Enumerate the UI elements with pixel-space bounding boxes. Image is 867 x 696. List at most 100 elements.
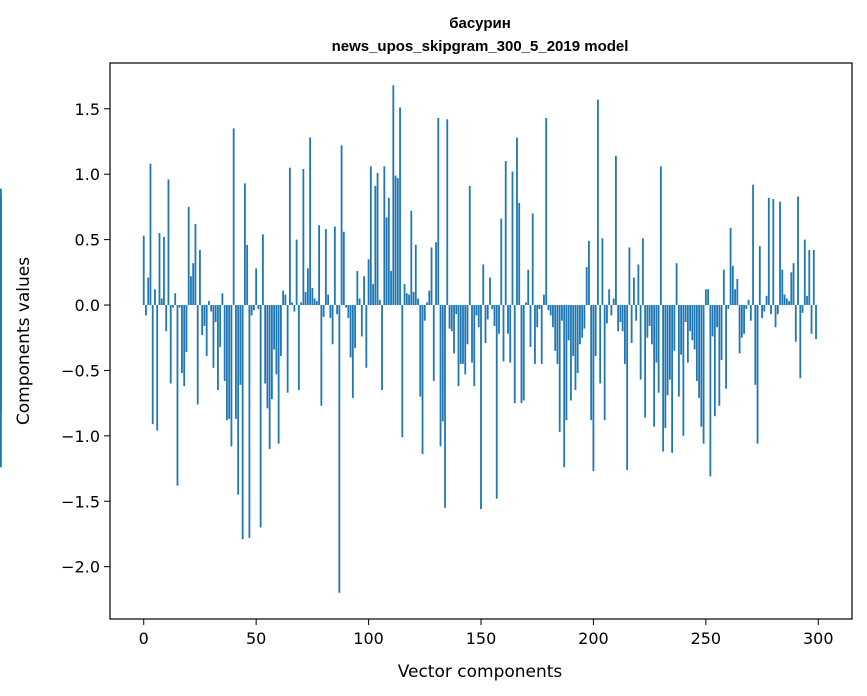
bar — [576, 305, 579, 374]
bar — [801, 305, 804, 313]
bar — [666, 305, 669, 396]
y-tick-label: −0.5 — [61, 361, 100, 380]
bar — [662, 305, 665, 452]
bar — [253, 305, 255, 311]
bar — [156, 305, 159, 431]
bar — [228, 305, 231, 419]
bar — [716, 305, 718, 328]
bar — [268, 305, 271, 449]
bar — [693, 305, 696, 350]
bar — [810, 305, 813, 334]
bar — [736, 278, 739, 306]
bar — [772, 199, 775, 306]
bar — [565, 305, 568, 421]
x-tick-label: 200 — [578, 629, 609, 648]
bar — [239, 305, 242, 385]
bar — [374, 185, 377, 306]
bar — [453, 305, 455, 354]
bar — [763, 305, 766, 312]
bar — [318, 225, 321, 306]
bar — [435, 242, 437, 306]
bar — [475, 305, 478, 316]
bar — [311, 288, 314, 306]
bar — [293, 305, 296, 312]
bar — [302, 168, 305, 306]
bar — [264, 305, 267, 384]
x-axis-label: Vector components — [398, 662, 563, 682]
bar — [217, 305, 219, 391]
bar — [387, 197, 390, 306]
bar — [378, 299, 381, 306]
bar — [0, 305, 2, 346]
bar — [262, 234, 264, 306]
bar — [702, 305, 705, 444]
bar — [0, 188, 2, 306]
bar — [145, 305, 147, 316]
bar — [342, 231, 345, 306]
bar — [214, 305, 217, 323]
bar — [549, 305, 552, 316]
bar — [788, 301, 790, 306]
bar — [761, 305, 763, 319]
x-tick-label: 250 — [691, 629, 722, 648]
y-tick-label: 0.5 — [75, 231, 100, 250]
bar — [783, 294, 786, 306]
bar — [567, 305, 570, 341]
bar — [275, 305, 278, 375]
bar — [646, 305, 649, 338]
bar — [291, 302, 294, 306]
bar — [520, 305, 523, 404]
bar — [581, 305, 584, 338]
bar — [437, 117, 440, 306]
bar — [464, 305, 467, 375]
chart-title: басурин — [449, 15, 511, 32]
bar — [729, 227, 732, 306]
bar — [322, 305, 325, 317]
bar — [779, 201, 781, 306]
bar — [806, 295, 808, 306]
bar — [401, 305, 404, 438]
bar — [547, 305, 550, 311]
bar — [417, 298, 419, 306]
bar — [471, 305, 473, 363]
bar — [423, 305, 426, 321]
bar — [518, 202, 521, 306]
bar — [421, 305, 424, 455]
bar — [174, 293, 177, 306]
bar — [799, 305, 802, 379]
bar — [495, 305, 498, 499]
bar — [158, 233, 161, 306]
bar — [354, 305, 356, 349]
bar — [462, 305, 464, 364]
bar — [745, 305, 748, 309]
y-tick-label: 1.5 — [75, 100, 100, 119]
bar — [194, 223, 197, 306]
bar — [612, 298, 615, 306]
bar — [223, 305, 226, 381]
bar — [266, 305, 269, 409]
bar — [498, 305, 500, 334]
bar — [543, 294, 545, 306]
bar — [673, 305, 676, 351]
bar — [695, 305, 698, 381]
bar — [758, 246, 761, 306]
bar — [385, 217, 388, 306]
bar — [579, 305, 581, 345]
bar — [713, 305, 716, 417]
bar — [167, 179, 170, 306]
bar — [457, 305, 460, 387]
bar — [336, 305, 338, 315]
bar — [196, 305, 199, 405]
bar — [677, 305, 680, 397]
bar — [444, 305, 446, 508]
bar — [561, 305, 563, 321]
bar — [513, 305, 516, 404]
bar — [403, 284, 406, 306]
bar — [270, 305, 273, 400]
bar — [154, 289, 156, 306]
bar — [486, 305, 489, 320]
bar — [358, 298, 361, 306]
bar — [808, 250, 811, 306]
bar — [466, 305, 469, 345]
bar — [455, 305, 458, 315]
